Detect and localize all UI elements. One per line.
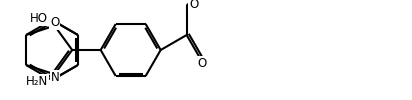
Text: H₂N: H₂N [26, 75, 48, 88]
Text: O: O [189, 0, 199, 11]
Text: HO: HO [30, 12, 48, 25]
Text: O: O [197, 57, 207, 70]
Text: O: O [50, 16, 59, 29]
Text: N: N [51, 71, 59, 84]
